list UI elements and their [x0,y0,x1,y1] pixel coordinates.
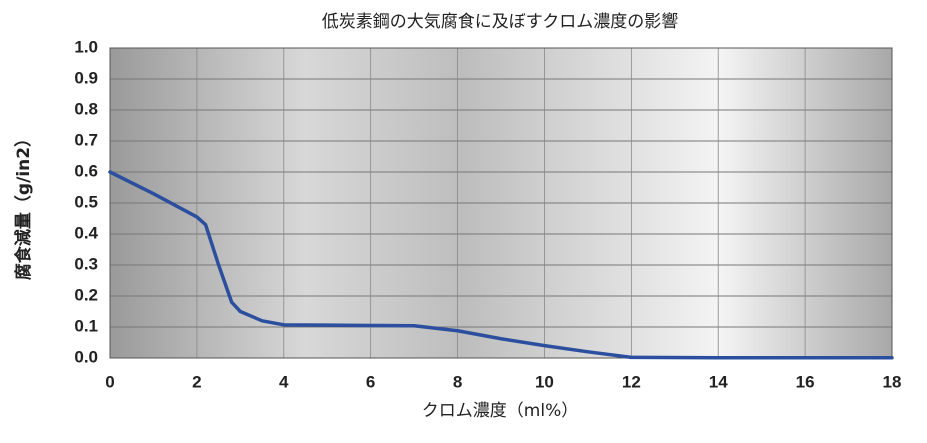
y-tick-label: 1.0 [74,37,98,56]
y-tick-label: 0.3 [74,254,98,273]
y-tick-label: 0.2 [74,285,98,304]
x-tick-label: 10 [535,372,554,391]
y-tick-label: 0.6 [74,161,98,180]
y-tick-label: 0.0 [74,347,98,366]
plot-frame [109,47,893,359]
y-tick-label: 0.5 [74,192,98,211]
y-tick-label: 0.7 [74,130,98,149]
x-tick-label: 6 [366,372,375,391]
x-tick-label: 14 [709,372,728,391]
x-axis-label: クロム濃度（ml%） [422,401,578,421]
y-tick-label: 0.9 [74,68,98,87]
x-tick-label: 0 [105,372,114,391]
x-tick-label: 4 [279,372,289,391]
x-tick-label: 16 [796,372,815,391]
x-tick-label: 12 [622,372,641,391]
y-tick-label: 0.8 [74,99,98,118]
x-tick-label: 2 [192,372,201,391]
y-tick-label: 0.4 [74,223,98,242]
x-tick-label: 8 [453,372,462,391]
y-axis-label: 腐食減量（g/in2） [13,130,34,280]
chart-title: 低炭素鋼の大気腐食に及ぼすクロム濃度の影響 [322,12,679,32]
x-tick-label: 18 [883,372,902,391]
y-tick-label: 0.1 [74,316,98,335]
data-line [108,170,894,360]
